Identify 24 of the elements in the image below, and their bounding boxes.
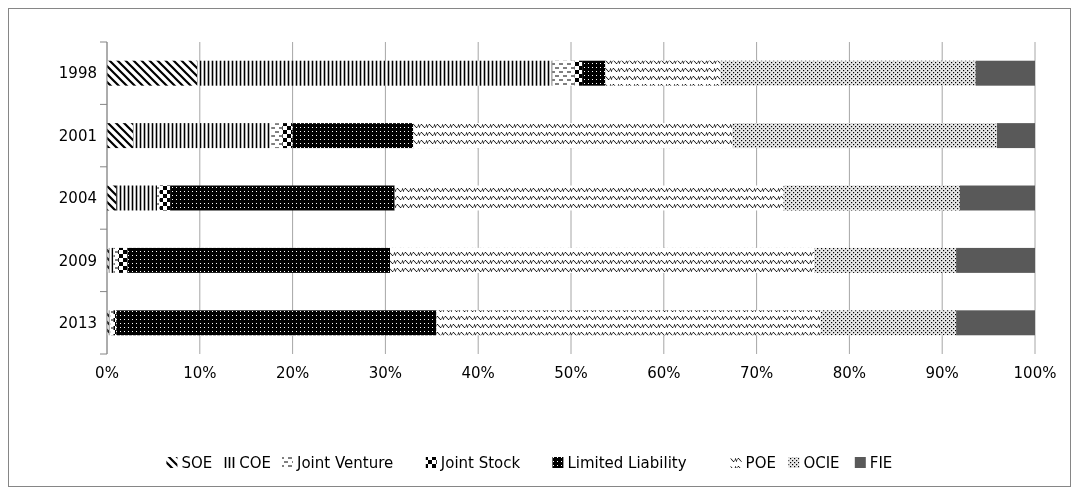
legend-label: Joint Venture (296, 454, 394, 473)
x-tick-label: 70% (739, 364, 774, 382)
x-tick-label: 10% (183, 364, 217, 382)
x-tick-label: 60% (647, 364, 681, 382)
y-tick-label: 2001 (58, 126, 97, 145)
x-tick-label: 90% (925, 364, 959, 382)
y-tick-label: 2004 (58, 189, 97, 208)
x-tick-label: 100% (1013, 364, 1057, 382)
legend-label: OCIE (803, 454, 840, 473)
x-tick-label: 50% (554, 364, 588, 382)
x-tick-label: 80% (832, 364, 867, 382)
x-tick-label: 0% (95, 364, 119, 382)
legend-label: SOE (181, 454, 213, 473)
legend-label: Limited Liability (567, 454, 687, 473)
legend-label: POE (745, 454, 776, 473)
x-tick-label: 30% (368, 364, 403, 382)
y-tick-label: 1998 (58, 64, 97, 83)
x-tick-label: 40% (461, 364, 495, 382)
legend-label: Joint Stock (439, 454, 521, 473)
x-tick-label: 20% (275, 364, 310, 382)
y-tick-label: 2009 (58, 251, 97, 270)
y-tick-label: 2013 (58, 314, 97, 333)
legend-label: COE (239, 454, 271, 473)
legend-label: FIE (869, 454, 893, 473)
